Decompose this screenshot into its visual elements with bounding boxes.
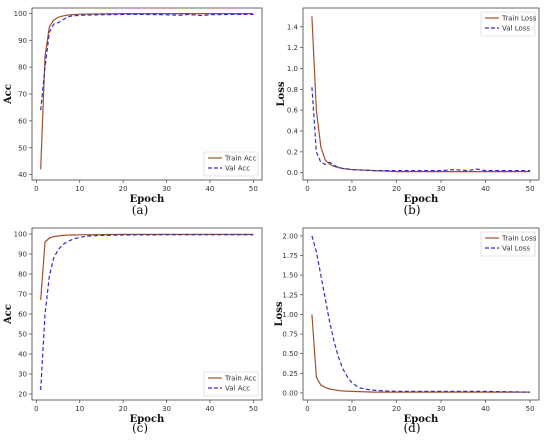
y-tick-label: 90 bbox=[18, 251, 27, 259]
series-line-train-acc bbox=[40, 13, 254, 170]
x-tick-label: 40 bbox=[205, 185, 214, 193]
y-tick-label: 100 bbox=[14, 231, 27, 239]
plot-area bbox=[302, 7, 540, 181]
x-tick-label: 20 bbox=[392, 405, 401, 413]
y-tick-label: 2.00 bbox=[282, 232, 298, 240]
y-tick-label: 50 bbox=[18, 144, 27, 152]
x-tick-label: 50 bbox=[526, 185, 535, 193]
x-axis-label: Epoch bbox=[130, 414, 165, 425]
series-line-train-loss bbox=[311, 314, 531, 393]
y-axis-label: Loss bbox=[274, 301, 285, 326]
chart-panel-4: 0 10 20 30 40 50 0.00 0.25 0.50 0.75 1.00 1.25 1.50 1… bbox=[274, 227, 540, 435]
series-line-val-loss bbox=[311, 87, 531, 172]
x-tick-label: 20 bbox=[392, 185, 401, 193]
legend: Train Acc Val Acc bbox=[203, 151, 259, 177]
y-axis-label: Acc bbox=[3, 304, 14, 325]
y-tick-label: 50 bbox=[18, 331, 27, 339]
legend-label: Train Loss bbox=[501, 235, 537, 243]
y-tick-label: 1.2 bbox=[287, 44, 298, 52]
y-tick-label: 1.25 bbox=[282, 291, 298, 299]
plot-area bbox=[302, 227, 540, 401]
x-axis-label: Epoch bbox=[404, 194, 439, 205]
x-tick-label: 40 bbox=[481, 405, 490, 413]
x-tick-label: 0 bbox=[305, 405, 309, 413]
panel-caption: (b) bbox=[403, 203, 420, 217]
legend-label: Val Loss bbox=[502, 245, 530, 253]
y-tick-label: 1.4 bbox=[287, 23, 299, 31]
legend-label: Train Acc bbox=[224, 375, 257, 383]
y-tick-label: 40 bbox=[18, 171, 27, 179]
x-tick-label: 20 bbox=[119, 185, 128, 193]
series-line-val-acc bbox=[40, 234, 254, 391]
legend-label: Val Loss bbox=[502, 25, 530, 33]
legend-label: Train Acc bbox=[224, 155, 257, 163]
y-tick-label: 80 bbox=[18, 64, 27, 72]
y-tick-label: 30 bbox=[18, 371, 27, 379]
plot-area bbox=[31, 227, 263, 401]
x-tick-label: 10 bbox=[75, 405, 84, 413]
y-tick-label: 0.75 bbox=[282, 331, 298, 339]
x-tick-label: 50 bbox=[249, 405, 258, 413]
x-tick-label: 20 bbox=[119, 405, 128, 413]
y-tick-label: 60 bbox=[18, 311, 27, 319]
x-axis-label: Epoch bbox=[404, 414, 439, 425]
y-tick-label: 1.75 bbox=[282, 252, 298, 260]
x-tick-label: 30 bbox=[162, 185, 171, 193]
y-tick-label: 20 bbox=[18, 391, 27, 399]
y-tick-label: 0.25 bbox=[282, 370, 298, 378]
y-tick-label: 1.0 bbox=[287, 65, 298, 73]
panel-caption: (a) bbox=[132, 203, 149, 217]
x-tick-label: 50 bbox=[249, 185, 258, 193]
y-tick-label: 60 bbox=[18, 117, 27, 125]
x-tick-label: 10 bbox=[348, 185, 357, 193]
x-tick-label: 30 bbox=[437, 185, 446, 193]
x-tick-label: 30 bbox=[437, 405, 446, 413]
y-tick-label: 0.00 bbox=[282, 389, 298, 397]
y-tick-label: 0.6 bbox=[287, 107, 299, 115]
x-tick-label: 0 bbox=[34, 185, 38, 193]
y-tick-label: 90 bbox=[18, 37, 27, 45]
series-line-val-loss bbox=[311, 235, 531, 393]
x-tick-label: 40 bbox=[205, 405, 214, 413]
plot-area bbox=[31, 7, 263, 181]
series-line-val-acc bbox=[40, 13, 254, 111]
y-tick-label: 80 bbox=[18, 271, 27, 279]
y-tick-label: 0.2 bbox=[287, 148, 298, 156]
chart-panel-1: 0 10 20 30 40 50 40 50 60 70 80 90 100 Epoch Acc Train … bbox=[3, 7, 263, 217]
y-axis-label: Acc bbox=[3, 84, 14, 105]
legend: Train Loss Val Loss bbox=[480, 231, 537, 257]
legend: Train Acc Val Acc bbox=[203, 371, 259, 397]
y-tick-label: 100 bbox=[14, 10, 27, 18]
y-tick-label: 70 bbox=[18, 91, 27, 99]
x-axis-label: Epoch bbox=[130, 194, 165, 205]
x-tick-label: 0 bbox=[34, 405, 38, 413]
x-tick-label: 30 bbox=[162, 405, 171, 413]
x-tick-label: 50 bbox=[526, 405, 535, 413]
y-tick-label: 70 bbox=[18, 291, 27, 299]
y-tick-label: 0.50 bbox=[282, 350, 298, 358]
panel-caption: (d) bbox=[403, 421, 420, 435]
y-tick-label: 0.0 bbox=[287, 169, 298, 177]
legend-label: Train Loss bbox=[501, 15, 537, 23]
panel-caption: (c) bbox=[132, 421, 148, 435]
legend-label: Val Acc bbox=[225, 165, 250, 173]
y-tick-label: 0.8 bbox=[287, 86, 298, 94]
x-tick-label: 10 bbox=[75, 185, 84, 193]
y-tick-label: 0.4 bbox=[287, 128, 299, 136]
legend-label: Val Acc bbox=[225, 385, 250, 393]
x-tick-label: 0 bbox=[305, 185, 309, 193]
x-tick-label: 40 bbox=[481, 185, 490, 193]
y-tick-label: 1.50 bbox=[282, 272, 298, 280]
x-tick-label: 10 bbox=[348, 405, 357, 413]
chart-panel-3: 0 10 20 30 40 50 20 30 40 50 60 70 80 90 100 Epoch Acc Tr… bbox=[3, 227, 263, 435]
y-tick-label: 1.00 bbox=[282, 311, 298, 319]
legend: Train Loss Val Loss bbox=[480, 11, 537, 37]
y-axis-label: Loss bbox=[276, 81, 287, 106]
chart-panel-2: 0 10 20 30 40 50 0.0 0.2 0.4 0.6 0.8 1.0 1.2 1.4 Epoch… bbox=[276, 7, 540, 217]
y-tick-label: 40 bbox=[18, 351, 27, 359]
